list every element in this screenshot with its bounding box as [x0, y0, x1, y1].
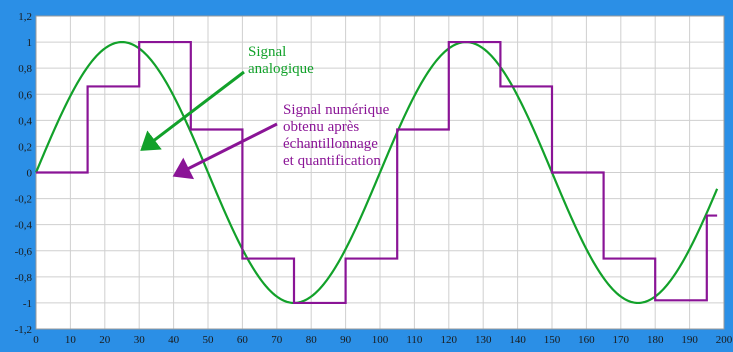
y-tick-label: -1	[23, 298, 32, 310]
x-tick-label: 120	[441, 334, 458, 346]
x-tick-label: 170	[613, 334, 630, 346]
annotation-arrow	[172, 122, 278, 180]
series-line-analog	[34, 40, 719, 305]
x-tick-label: 180	[647, 334, 664, 346]
x-tick-label: 100	[372, 334, 389, 346]
x-tick-label: 10	[65, 334, 77, 346]
x-tick-label: 190	[681, 334, 698, 346]
x-tick-label: 60	[237, 334, 249, 346]
y-tick-label: 1,2	[18, 11, 32, 23]
y-tick-label: -0,4	[15, 220, 33, 232]
x-tick-label: 150	[544, 334, 561, 346]
y-tick-label: 0,2	[18, 141, 32, 153]
y-tick-label: 0	[27, 168, 33, 180]
x-tick-label: 200	[716, 334, 733, 346]
y-tick-label: -1,2	[15, 324, 32, 336]
y-tick-label: 0,8	[18, 63, 32, 75]
x-tick-label: 140	[509, 334, 526, 346]
series-group	[34, 40, 719, 305]
x-tick-label: 50	[203, 334, 215, 346]
y-axis-ticks: 1,2 1 0,8 0,6 0,4 0,2 0 -0,2 -0,4 -0,6 -0,8 -1 -1,2	[15, 11, 33, 336]
y-tick-label: -0,2	[15, 194, 32, 206]
x-tick-label: 160	[578, 334, 595, 346]
y-tick-label: 0,6	[18, 89, 32, 101]
x-axis-ticks: 0 10 20 30 40 50 60 70 80 90 100 110 120 130 140 150 160…	[33, 334, 733, 346]
x-tick-label: 0	[33, 334, 39, 346]
x-tick-label: 40	[168, 334, 180, 346]
y-tick-label: 1	[27, 37, 33, 49]
series-line-digital	[36, 40, 718, 305]
annotations: Signal analogique Signal numérique obtenu a…	[140, 44, 390, 180]
x-tick-label: 90	[340, 334, 352, 346]
x-tick-label: 80	[306, 334, 318, 346]
x-tick-label: 30	[134, 334, 146, 346]
annotation-arrow	[140, 70, 245, 151]
y-tick-label: 0,4	[18, 115, 32, 127]
y-tick-label: -0,8	[15, 272, 33, 284]
x-tick-label: 70	[271, 334, 283, 346]
annotation-label: Signal analogique	[248, 44, 314, 77]
x-tick-label: 130	[475, 334, 492, 346]
y-tick-label: -0,6	[15, 246, 33, 258]
x-tick-label: 110	[406, 334, 423, 346]
annotation-label: Signal numérique obtenu après échantillonn…	[283, 102, 390, 169]
x-tick-label: 20	[99, 334, 111, 346]
